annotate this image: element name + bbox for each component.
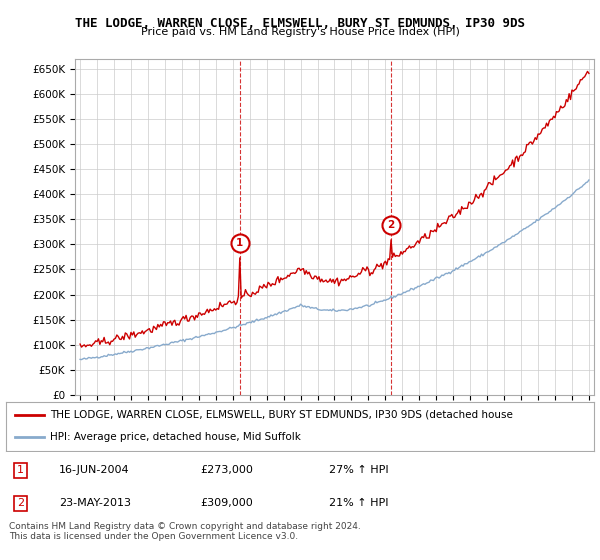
- Text: 23-MAY-2013: 23-MAY-2013: [59, 498, 131, 508]
- Text: THE LODGE, WARREN CLOSE, ELMSWELL, BURY ST EDMUNDS, IP30 9DS (detached house: THE LODGE, WARREN CLOSE, ELMSWELL, BURY …: [50, 410, 513, 420]
- Text: 27% ↑ HPI: 27% ↑ HPI: [329, 465, 389, 475]
- Text: THE LODGE, WARREN CLOSE, ELMSWELL, BURY ST EDMUNDS, IP30 9DS: THE LODGE, WARREN CLOSE, ELMSWELL, BURY …: [75, 17, 525, 30]
- Text: Price paid vs. HM Land Registry's House Price Index (HPI): Price paid vs. HM Land Registry's House …: [140, 27, 460, 37]
- Text: 2: 2: [388, 220, 395, 230]
- Text: 1: 1: [236, 238, 244, 248]
- Text: HPI: Average price, detached house, Mid Suffolk: HPI: Average price, detached house, Mid …: [50, 432, 301, 442]
- Text: 16-JUN-2004: 16-JUN-2004: [59, 465, 130, 475]
- Text: 2: 2: [17, 498, 24, 508]
- Text: 1: 1: [17, 465, 24, 475]
- Text: 21% ↑ HPI: 21% ↑ HPI: [329, 498, 389, 508]
- Text: Contains HM Land Registry data © Crown copyright and database right 2024.
This d: Contains HM Land Registry data © Crown c…: [9, 522, 361, 542]
- Text: £273,000: £273,000: [200, 465, 253, 475]
- Text: £309,000: £309,000: [200, 498, 253, 508]
